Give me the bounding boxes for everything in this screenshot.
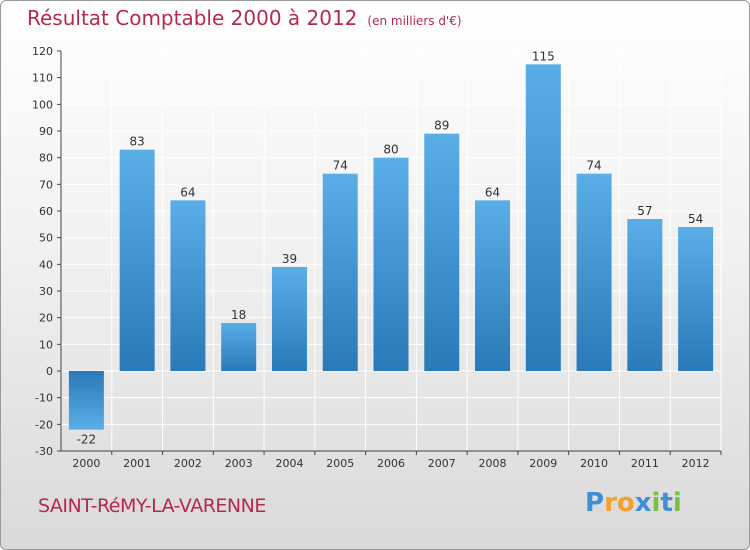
x-tick-label: 2009 [529,457,557,470]
data-label-2000: -22 [77,433,97,447]
axes [60,51,721,452]
y-tick-label: 100 [32,98,53,111]
y-tick-label: 60 [39,205,53,218]
x-tick-label: 2003 [225,457,253,470]
y-axis-ticks: -30 -20 -10 0 10 20 30 40 50 60 70 80 90 100 110 120 [32,45,61,458]
proxiti-logo[interactable]: Proxiti [585,488,682,518]
data-label-2010: 74 [586,159,601,173]
data-label-2004: 39 [282,252,297,266]
y-tick-label: 120 [32,45,53,58]
y-tick-label: -10 [35,392,53,405]
bar-2000[interactable] [68,371,104,430]
logo-letter: P [585,488,605,518]
logo-letter: o [616,488,635,518]
data-label-2009: 115 [532,49,555,63]
bar-2003[interactable] [221,323,257,371]
bar-2001[interactable] [119,149,155,371]
y-tick-label: 50 [39,232,53,245]
y-tick-label: 80 [39,152,53,165]
bar-2006[interactable] [373,157,409,371]
x-axis-ticks: 2000 2001 2002 2003 2004 2005 2006 2007 2008 2009… [72,451,722,470]
data-label-2005: 74 [333,159,348,173]
data-label-2011: 57 [637,204,652,218]
x-tick-label: 2006 [377,457,405,470]
bar-2009[interactable] [525,64,561,372]
bar-2008[interactable] [475,200,511,371]
bar-2012[interactable] [678,227,714,371]
bars [68,64,714,430]
logo-letter: i [651,488,661,518]
x-tick-label: 2005 [326,457,354,470]
bar-2010[interactable] [576,173,612,371]
bar-2002[interactable] [170,200,206,371]
data-label-2008: 64 [485,185,500,199]
y-tick-label: -20 [35,418,53,431]
data-label-2003: 18 [231,308,246,322]
x-tick-label: 2004 [275,457,303,470]
bar-2004[interactable] [271,267,307,371]
y-tick-label: 20 [39,312,53,325]
bar-2007[interactable] [424,133,460,371]
data-label-2006: 80 [383,143,398,157]
logo-letter: i [672,488,682,518]
x-tick-label: 2001 [123,457,151,470]
commune-name: SAINT-RéMY-LA-VARENNE [38,495,266,517]
data-label-2002: 64 [180,185,195,199]
y-tick-label: 0 [46,365,53,378]
x-tick-label: 2010 [580,457,608,470]
logo-letter: t [660,488,673,518]
data-label-2012: 54 [688,212,703,226]
y-tick-label: -30 [35,445,53,458]
x-tick-label: 2000 [72,457,100,470]
logo-letter: r [604,488,617,518]
y-tick-label: 30 [39,285,53,298]
chart-title-unit: (en milliers d'€) [367,14,462,28]
x-tick-label: 2011 [631,457,659,470]
data-label-2001: 83 [130,135,145,149]
y-tick-label: 40 [39,258,53,271]
bar-2005[interactable] [322,173,358,371]
bar-2011[interactable] [627,219,663,371]
x-tick-label: 2008 [479,457,507,470]
y-tick-label: 10 [39,338,53,351]
chart-title: Résultat Comptable 2000 à 2012 (en millie… [27,6,462,30]
y-tick-label: 90 [39,125,53,138]
data-labels: -22 83 64 18 39 74 80 89 64 115 74 57 54 [77,49,704,446]
x-tick-label: 2007 [428,457,456,470]
x-tick-label: 2012 [682,457,710,470]
data-label-2007: 89 [434,119,449,133]
chart-title-main: Résultat Comptable 2000 à 2012 [27,6,358,30]
x-tick-label: 2002 [174,457,202,470]
y-tick-label: 110 [32,72,53,85]
y-tick-label: 70 [39,178,53,191]
logo-letter: x [634,488,652,518]
